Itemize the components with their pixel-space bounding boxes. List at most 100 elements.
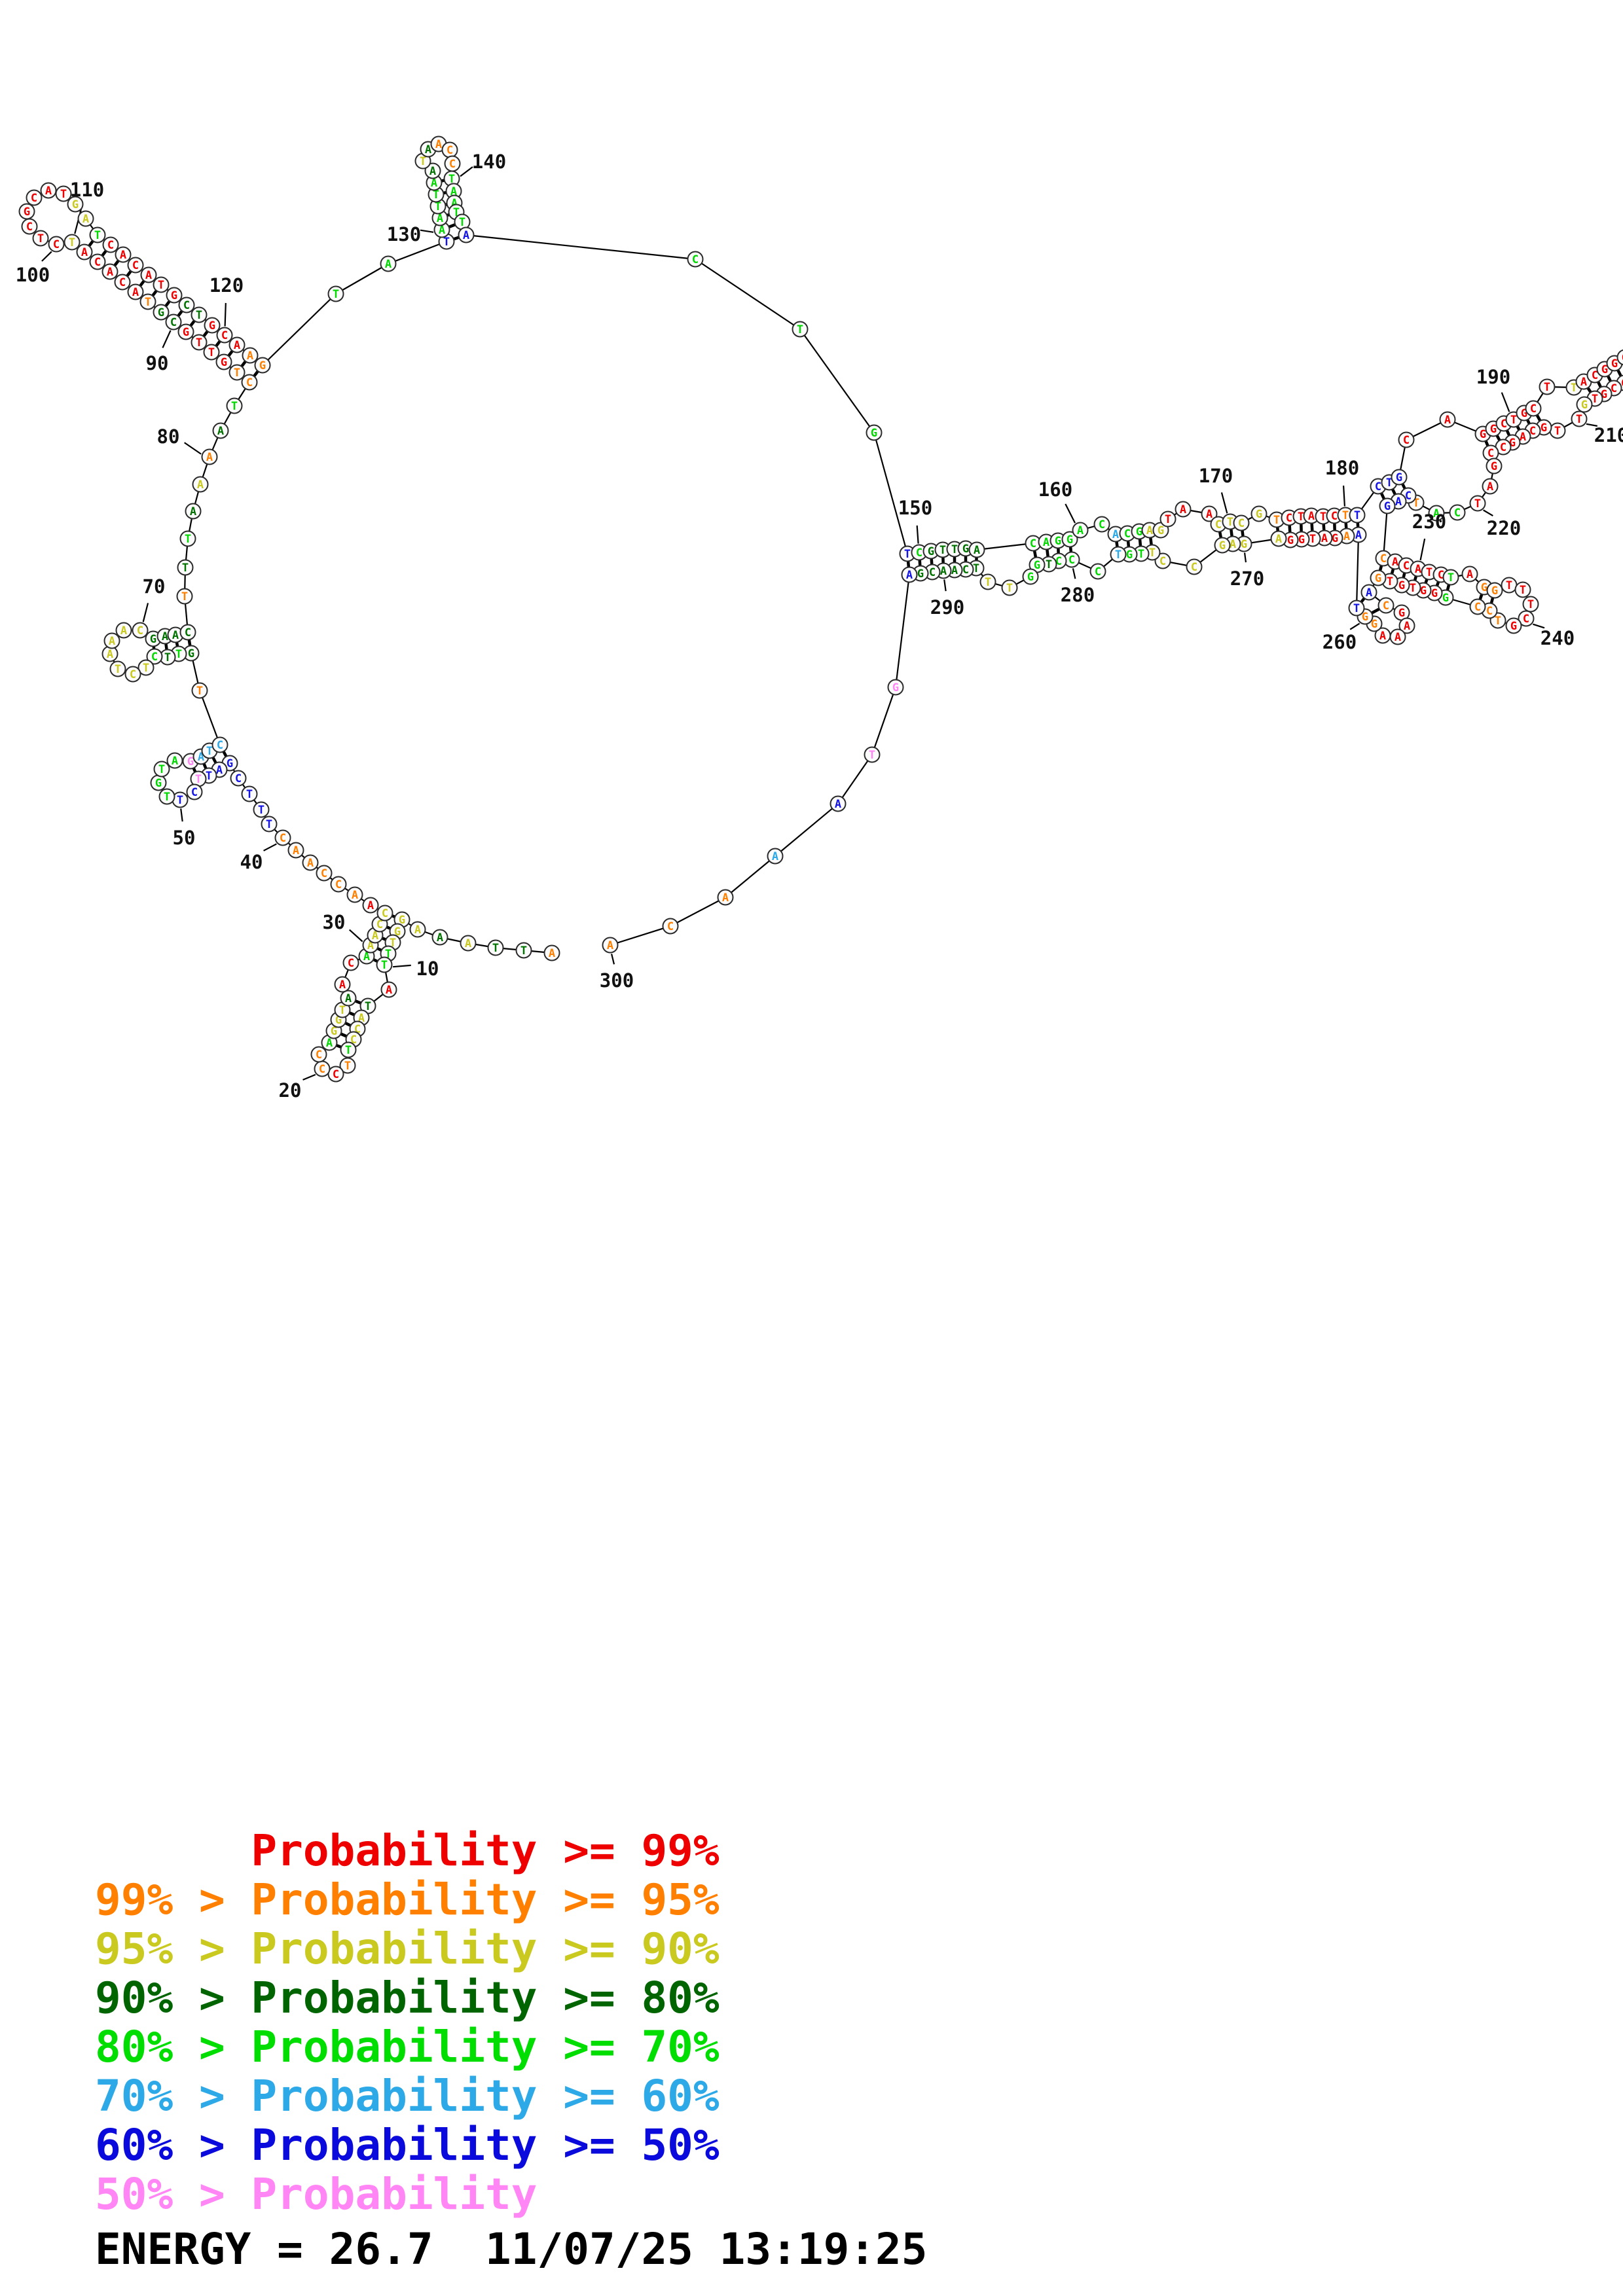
nucleotide-letter: T <box>181 590 188 603</box>
nucleotide-letter: G <box>155 777 162 790</box>
nucleotide-circle <box>458 226 475 243</box>
nucleotide-letter: T <box>365 1000 371 1013</box>
nucleotide-letter: A <box>722 891 729 905</box>
nucleotide-letter: A <box>1404 620 1410 633</box>
nucleotide-letter: A <box>425 143 431 156</box>
position-label-line <box>916 525 919 544</box>
nucleotide-circle <box>340 1041 357 1058</box>
nucleotide-letter: T <box>1320 511 1326 524</box>
nucleotide-letter: C <box>107 239 114 252</box>
nucleotide-circle <box>115 622 132 639</box>
nucleotide-letter: A <box>940 565 947 578</box>
nucleotide-letter: T <box>164 791 170 804</box>
nucleotide-circle <box>101 263 119 280</box>
nucleotide-letter: G <box>1581 399 1588 412</box>
nucleotide-letter: G <box>187 755 194 768</box>
nucleotide-letter: C <box>1438 569 1444 582</box>
nucleotide-letter: T <box>158 763 165 776</box>
nucleotide-letter: T <box>1046 558 1052 571</box>
nucleotide-circle <box>192 476 209 493</box>
nucleotide-circle <box>242 347 259 364</box>
nucleotide-letter: T <box>1298 511 1304 524</box>
nucleotide-letter: T <box>1592 393 1598 406</box>
nucleotide-circle <box>515 942 532 959</box>
nucleotide-letter: A <box>82 213 89 226</box>
position-label-line <box>142 603 149 622</box>
nucleotide-letter: G <box>1431 587 1438 600</box>
nucleotide-letter: T <box>985 576 991 589</box>
nucleotide-circle <box>334 976 351 993</box>
position-label-line <box>41 251 52 262</box>
nucleotide-circle <box>340 990 357 1007</box>
nucleotide-circle <box>48 236 65 253</box>
nucleotide-letter: A <box>339 978 346 992</box>
nucleotide-letter: G <box>917 567 924 581</box>
nucleotide-letter: C <box>1621 377 1623 390</box>
nucleotide-letter: C <box>1529 425 1536 438</box>
nucleotide-circle <box>215 353 232 370</box>
nucleotide-letter: G <box>335 1014 342 1027</box>
nucleotide-circle <box>1398 431 1415 448</box>
nucleotide-letter: C <box>1030 537 1036 550</box>
nucleotide-circle <box>1616 349 1623 366</box>
nucleotide-letter: A <box>951 564 958 577</box>
nucleotide-circle <box>165 314 182 331</box>
nucleotide-letter: T <box>345 1044 352 1057</box>
nucleotide-letter: A <box>162 630 168 643</box>
nucleotide-letter: G <box>1480 428 1486 441</box>
backbone-segment <box>837 754 873 804</box>
nucleotide-letter: C <box>447 144 453 157</box>
position-label: 240 <box>1541 627 1575 649</box>
nucleotide-circle <box>127 283 144 300</box>
nucleotide-letter: A <box>607 939 613 952</box>
nucleotide-letter: A <box>367 939 374 952</box>
nucleotide-letter: T <box>208 346 215 359</box>
nucleotide-circle <box>204 317 221 334</box>
nucleotide-letter: A <box>120 249 126 262</box>
nucleotide-circle <box>1518 610 1535 627</box>
nucleotide-letter: T <box>1273 514 1280 527</box>
nucleotide-letter: G <box>183 326 189 339</box>
nucleotide-letter: C <box>151 651 158 664</box>
nucleotide-circle <box>1522 596 1539 613</box>
position-label-line <box>460 166 473 177</box>
nucleotide-circle <box>146 648 163 665</box>
nucleotide-letter: G <box>1521 407 1527 420</box>
nucleotide-letter: T <box>266 818 272 831</box>
nucleotide-circle <box>1175 501 1192 518</box>
nucleotide-letter: C <box>1095 565 1101 579</box>
position-label: 210 <box>1594 424 1623 446</box>
nucleotide-letter: A <box>429 165 436 178</box>
nucleotide-circle <box>1525 400 1542 417</box>
nucleotide-letter: G <box>1034 559 1040 572</box>
nucleotide-letter: C <box>1215 518 1222 531</box>
nucleotide-letter: T <box>951 543 958 556</box>
nucleotide-letter: A <box>1321 532 1328 545</box>
nucleotide-letter: A <box>1520 431 1526 444</box>
position-label: 120 <box>210 274 244 296</box>
nucleotide-circle <box>114 274 131 291</box>
nucleotide-circle <box>1391 469 1408 486</box>
nucleotide-letter: G <box>1126 548 1133 562</box>
nucleotide-circle <box>55 185 72 202</box>
nucleotide-circle <box>179 530 196 547</box>
nucleotide-letter: G <box>1601 388 1607 401</box>
position-label-line <box>1072 568 1076 579</box>
nucleotide-letter: C <box>1159 555 1166 568</box>
nucleotide-letter: A <box>1206 508 1213 521</box>
nucleotide-letter: G <box>1136 526 1142 539</box>
nucleotide-circle <box>1214 537 1231 554</box>
nucleotide-letter: T <box>1495 615 1501 628</box>
nucleotide-letter: A <box>352 889 358 902</box>
nucleotide-circle <box>1370 569 1387 586</box>
nucleotide-circle <box>1398 617 1415 634</box>
nucleotide-circle <box>1089 563 1106 580</box>
nucleotide-circle <box>1469 598 1486 615</box>
nucleotide-letter: A <box>772 850 778 863</box>
nucleotide-letter: A <box>1395 495 1402 509</box>
nucleotide-letter: A <box>206 451 213 464</box>
nucleotide-letter: C <box>335 878 342 891</box>
nucleotide-letter: A <box>198 751 204 764</box>
legend-item: 90% > Probability >= 80% <box>95 1973 720 2023</box>
nucleotide-circle <box>327 285 344 302</box>
